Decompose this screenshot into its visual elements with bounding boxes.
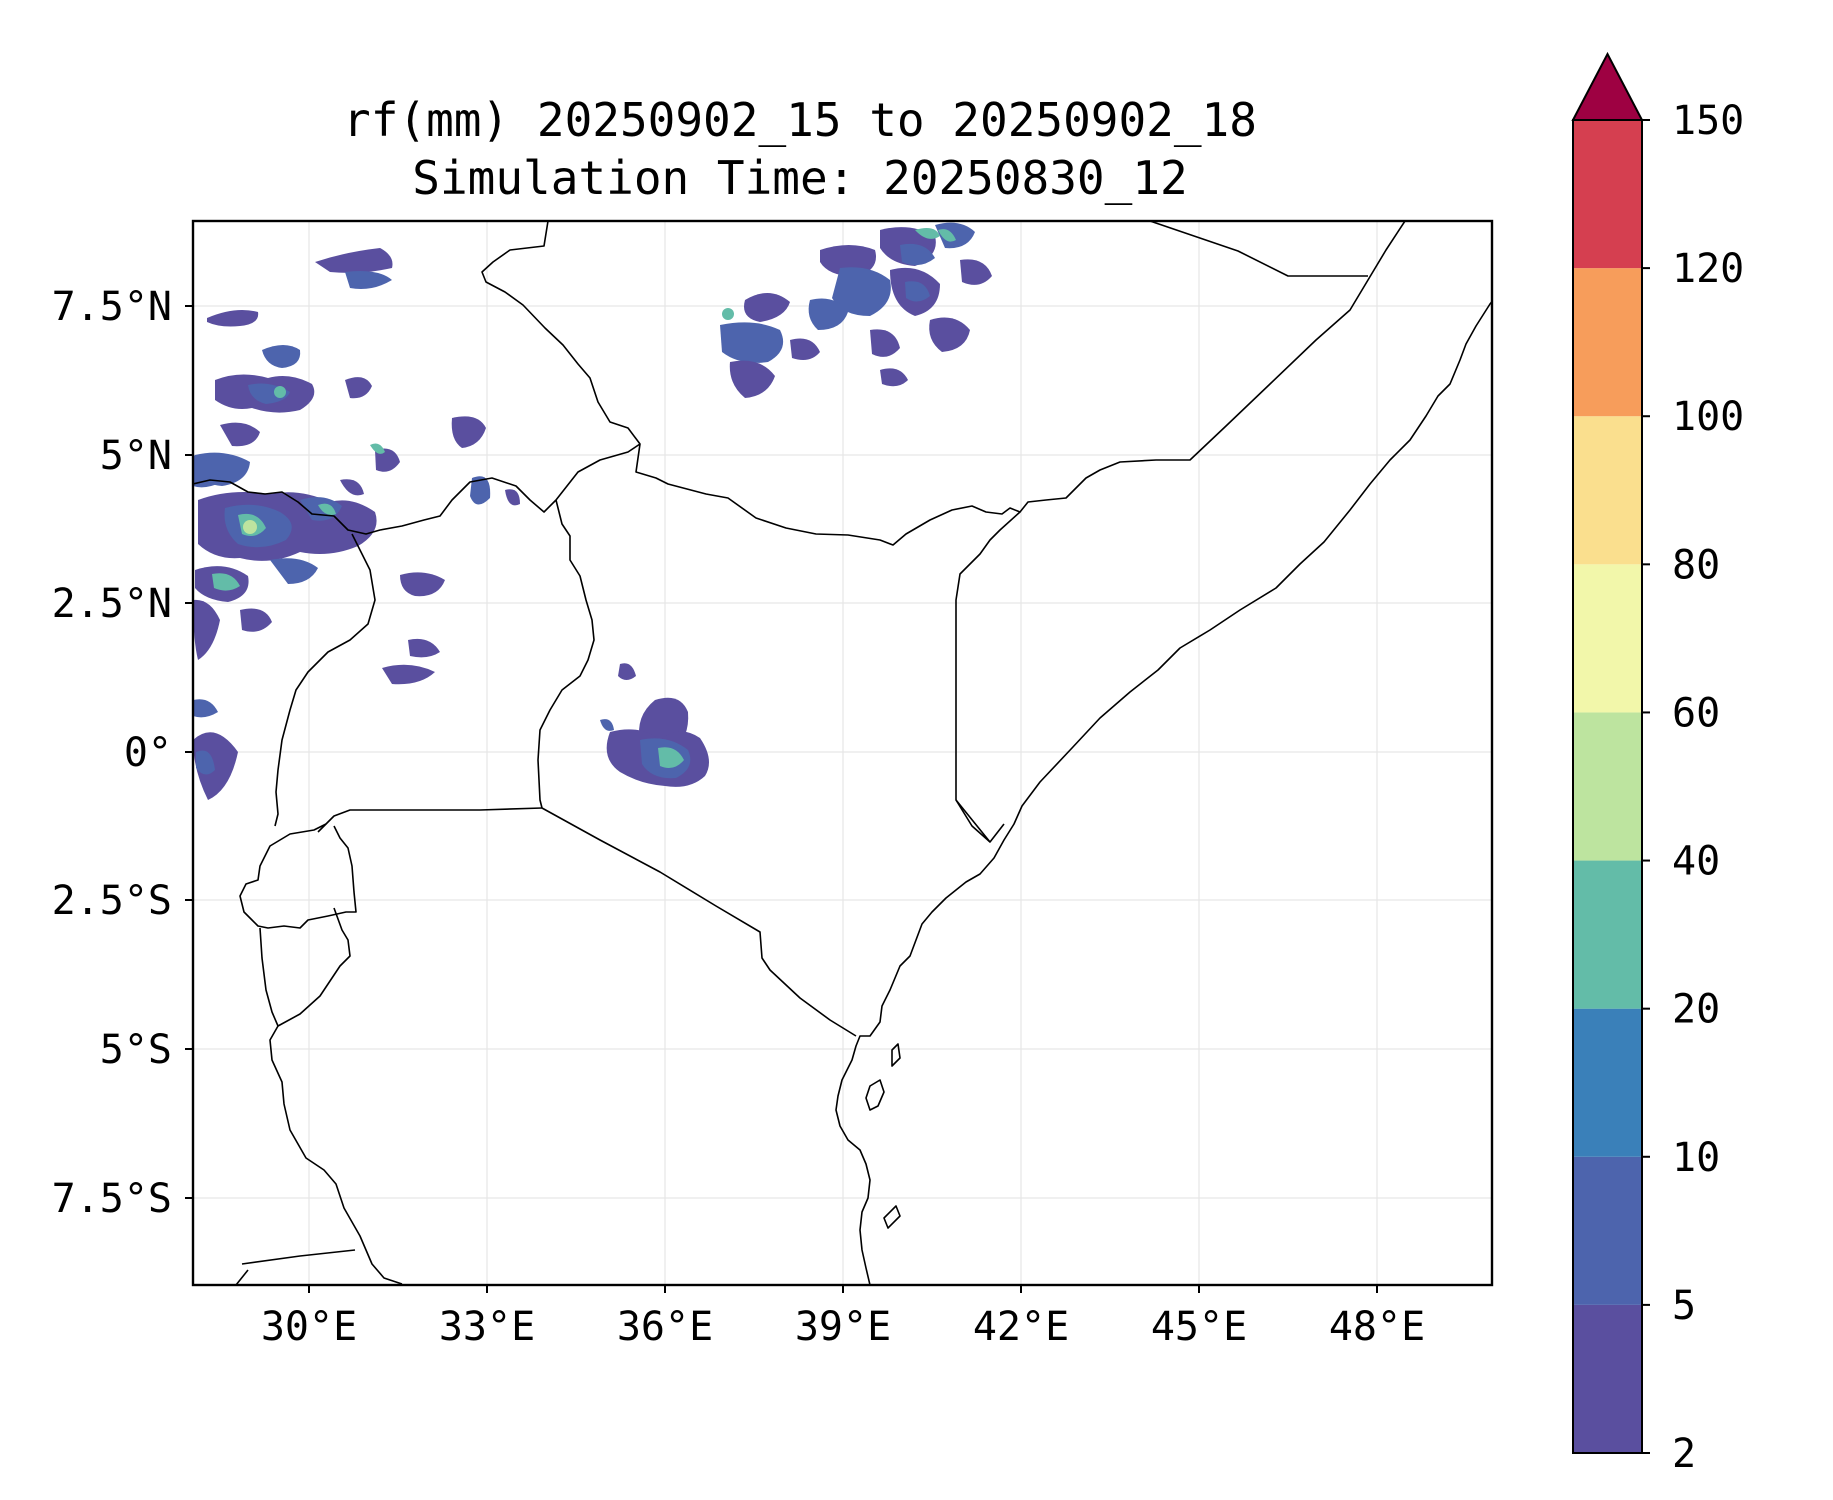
colorbar: 2 5 10 20 40 60 80 100 120 150: [1571, 51, 1744, 1477]
colorbar-segment: [1573, 712, 1642, 861]
lon-tick-label: 36°E: [617, 1304, 713, 1350]
colorbar-tick-label: 10: [1672, 1135, 1720, 1181]
border-south-sudan: [193, 477, 557, 535]
border-uganda-kenya: [537, 499, 595, 809]
map-title-line-1: rf(mm) 20250902_15 to 20250902_18: [343, 93, 1257, 147]
gridlines: [193, 221, 1492, 1285]
colorbar-tick-label: 150: [1672, 98, 1744, 144]
island-mafia: [883, 1205, 901, 1229]
border-uganda-west: [274, 533, 376, 827]
rainfall-patch-ethiopia: [720, 222, 992, 398]
lon-tick-label: 42°E: [973, 1304, 1069, 1350]
border-tanzania-kenya: [541, 807, 857, 1037]
border-burundi-tanzania: [277, 907, 351, 1027]
colorbar-segment: [1573, 1008, 1642, 1157]
borders-layer: [193, 221, 1492, 1285]
colorbar-tick-label: 20: [1672, 987, 1720, 1033]
colorbar-tick-label: 120: [1672, 246, 1744, 292]
colorbar-tick-label: 80: [1672, 542, 1720, 588]
colorbar-tick-label: 5: [1672, 1283, 1696, 1329]
map-title-line-2: Simulation Time: 20250830_12: [412, 151, 1188, 205]
lon-tick-label: 48°E: [1329, 1304, 1425, 1350]
border-somalia-ethiopia: [955, 511, 1021, 843]
coastline-red-sea: [481, 221, 1406, 546]
lon-tick-label: 33°E: [439, 1304, 535, 1350]
colorbar-segment: [1573, 1156, 1642, 1305]
lat-tick-label: 5°N: [100, 433, 172, 479]
lat-tick-label: 2.5°S: [52, 878, 172, 924]
border-malawi: [235, 1269, 249, 1285]
lat-tick-label: 5°S: [100, 1027, 172, 1073]
island-zanzibar: [865, 1079, 885, 1111]
rainfall-patch-west: [193, 455, 445, 800]
border-rwanda-burundi: [239, 823, 357, 929]
colorbar-segment: [1573, 268, 1642, 417]
colorbar-segment: [1573, 416, 1642, 565]
border-tanzania-zambia: [241, 1249, 356, 1265]
lon-tick-label: 45°E: [1151, 1304, 1247, 1350]
island-pemba: [891, 1043, 901, 1067]
colorbar-segment: [1573, 1304, 1642, 1453]
lat-tick-label: 2.5°N: [52, 581, 172, 627]
border-eritrea-ethiopia: [1149, 221, 1368, 277]
rainfall-patch-kenya: [600, 663, 709, 787]
colorbar-segment: [1573, 564, 1642, 713]
colorbar-tick-label: 100: [1672, 394, 1744, 440]
lon-tick-label: 30°E: [261, 1304, 357, 1350]
border-kenya-ethiopia: [555, 443, 641, 501]
border-tanzania-west: [259, 927, 403, 1285]
longitude-axis: 30°E 33°E 36°E 39°E 42°E 45°E 48°E: [261, 1285, 1425, 1350]
border-kenya-somalia-south: [955, 799, 1005, 843]
lat-tick-label: 7.5°N: [52, 284, 172, 330]
coastline-east-africa: [835, 300, 1492, 1285]
colorbar-frame: [1572, 119, 1643, 1454]
lat-tick-label: 0°: [124, 730, 172, 776]
lon-tick-label: 39°E: [795, 1304, 891, 1350]
colorbar-segment: [1573, 860, 1642, 1009]
border-tanzania-north: [317, 807, 543, 833]
rainfall-layer: [193, 222, 992, 800]
colorbar-tick-label: 60: [1672, 690, 1720, 736]
rainfall-patch-nw: [195, 248, 520, 506]
colorbar-tick-label: 40: [1672, 839, 1720, 885]
colorbar-tick-label: 2: [1672, 1431, 1696, 1477]
latitude-axis: 7.5°N 5°N 2.5°N 0° 2.5°S 5°S 7.5°S: [52, 284, 193, 1222]
colorbar-segment: [1573, 120, 1642, 269]
lat-tick-label: 7.5°S: [52, 1176, 172, 1222]
colorbar-extend-arrow: [1571, 51, 1644, 121]
